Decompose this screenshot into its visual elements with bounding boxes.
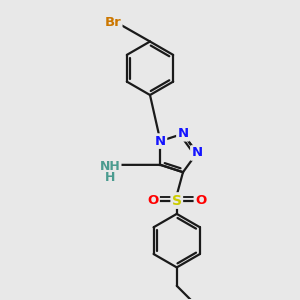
Text: O: O [147,194,159,207]
Text: S: S [172,194,182,208]
Text: H: H [105,171,115,184]
Text: N: N [191,146,203,160]
Text: Br: Br [104,16,121,29]
Text: Br: Br [104,16,121,29]
Text: N: N [177,127,189,140]
Text: N: N [155,135,166,148]
Text: S: S [172,194,182,208]
Text: N: N [177,127,189,140]
Text: O: O [195,194,206,207]
Text: N: N [191,146,203,160]
Text: O: O [147,194,159,207]
Text: N: N [155,135,166,148]
Text: H: H [105,171,115,184]
Text: NH: NH [100,160,120,173]
Text: O: O [195,194,206,207]
Text: NH: NH [100,160,120,173]
